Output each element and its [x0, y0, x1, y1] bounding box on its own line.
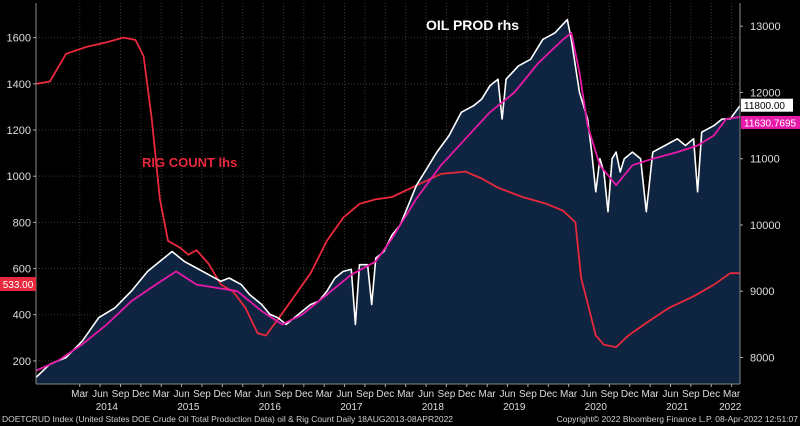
right-axis-tick-label: 10000	[750, 220, 781, 232]
x-axis-year-label: 2020	[585, 402, 608, 413]
x-axis-year-label: 2021	[666, 402, 689, 413]
x-axis-month-label: Dec	[539, 389, 557, 400]
x-axis-month-label: Dec	[295, 389, 313, 400]
value-tags: 533.00 11800.00 11630.7695	[0, 98, 800, 292]
right-axis-tick-label: 12000	[750, 87, 781, 99]
x-axis-month-label: Jun	[581, 389, 597, 400]
x-axis-month-label: Dec	[213, 389, 231, 400]
x-axis-month-label: Mar	[234, 389, 252, 400]
oil-production-smoothed-line	[35, 31, 741, 372]
oil-prod-annotation: OIL PROD rhs	[426, 17, 519, 33]
x-axis-year-label: 2016	[259, 402, 282, 413]
x-axis-month-label: Sep	[682, 389, 700, 400]
oil-production-value-tag	[741, 98, 793, 112]
rig-count-annotation: RIG COUNT lhs	[142, 155, 237, 170]
right-axis-tick-label: 9000	[750, 286, 774, 298]
x-axis-month-label: Jun	[255, 389, 271, 400]
x-axis-year-label: 2019	[503, 402, 526, 413]
x-axis-month-label: Mar	[723, 389, 741, 400]
left-axis-tick-label: 1200	[7, 125, 31, 137]
right-axis-tick-label: 11000	[750, 154, 780, 166]
x-axis-month-label: Mar	[397, 389, 415, 400]
footer-source: DOETCRUD Index (United States DOE Crude …	[2, 414, 454, 424]
left-axis-tick-label: 1000	[7, 171, 31, 183]
x-axis-month-label: Sep	[438, 389, 456, 400]
axes: 200 400 600 800 1000 1200 1400 1600 8000 9000 1000…	[7, 3, 781, 413]
x-axis-month-label: Jun	[174, 389, 190, 400]
oil-production-value-label: 11800.00	[744, 101, 785, 112]
x-axis-year-label: 2015	[177, 402, 200, 413]
x-axis-month-label: Sep	[193, 389, 211, 400]
x-axis-year-label: 2018	[422, 402, 445, 413]
x-axis-year-label: 2017	[340, 402, 363, 413]
chart: 200 400 600 800 1000 1200 1400 1600 8000 9000 1000…	[0, 3, 800, 413]
oil-production-area	[36, 19, 740, 384]
x-axis-month-label: Jun	[418, 389, 434, 400]
x-axis-month-label: Sep	[275, 389, 293, 400]
x-axis-year-label: 2014	[96, 402, 119, 413]
x-axis-month-label: Mar	[479, 389, 497, 400]
x-axis-month-label: Mar	[316, 389, 334, 400]
series-group	[35, 18, 741, 378]
left-axis-tick-label: 1600	[7, 33, 31, 45]
right-axis-tick-label: 8000	[750, 352, 774, 364]
x-axis-month-label: Mar	[71, 389, 89, 400]
x-axis-month-label: Sep	[356, 389, 374, 400]
x-axis-month-label: Jun	[662, 389, 678, 400]
x-axis-year-label: 2022	[719, 402, 742, 413]
oil-production-line	[35, 18, 741, 378]
x-axis-month-label: Mar	[560, 389, 578, 400]
footer-copyright: Copyright© 2022 Bloomberg Finance L.P. 0…	[556, 414, 798, 424]
rig-count-line	[35, 36, 740, 349]
x-axis-month-label: Jun	[499, 389, 515, 400]
left-axis-tick-label: 200	[13, 356, 31, 368]
x-axis-month-label: Dec	[132, 389, 150, 400]
x-axis-month-label: Dec	[376, 389, 394, 400]
x-axis-month-label: Sep	[112, 389, 130, 400]
left-axis-tick-label: 800	[13, 217, 31, 229]
x-axis-month-label: Dec	[621, 389, 639, 400]
x-axis-month-label: Sep	[519, 389, 537, 400]
left-axis-tick-label: 400	[13, 310, 31, 322]
x-axis-month-label: Dec	[702, 389, 720, 400]
x-axis-month-label: Sep	[600, 389, 618, 400]
rig-count-value-label: 533.00	[3, 280, 34, 291]
left-axis-tick-label: 600	[13, 264, 31, 276]
oil-smoothed-value-label: 11630.7695	[744, 118, 797, 129]
x-axis-month-label: Mar	[153, 389, 171, 400]
footer: DOETCRUD Index (United States DOE Crude …	[0, 413, 800, 426]
x-axis-month-label: Jun	[337, 389, 353, 400]
x-axis-month-label: Mar	[642, 389, 660, 400]
rig-count-value-tag	[0, 277, 36, 292]
left-axis-tick-label: 1400	[7, 79, 31, 91]
x-axis-month-label: Jun	[92, 389, 108, 400]
oil-smoothed-value-tag	[741, 115, 800, 129]
right-axis-tick-label: 13000	[750, 21, 781, 33]
x-axis-month-label: Dec	[458, 389, 476, 400]
